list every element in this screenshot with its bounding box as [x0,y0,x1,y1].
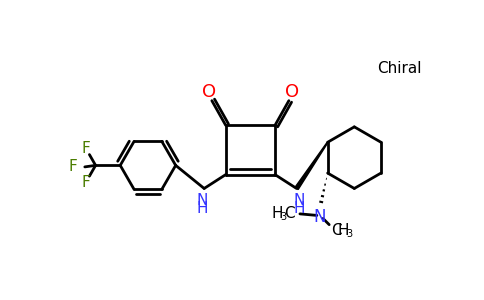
Text: F: F [82,141,91,156]
Polygon shape [295,142,328,190]
Text: H: H [196,201,208,216]
Text: H: H [293,201,304,216]
Text: 3: 3 [346,229,352,239]
Text: C: C [284,206,294,221]
Text: H: H [271,206,283,221]
Text: Chiral: Chiral [378,61,422,76]
Text: 3: 3 [280,212,286,222]
Text: C: C [332,223,342,238]
Text: H: H [337,223,349,238]
Text: O: O [285,83,299,101]
Text: N: N [314,208,326,226]
Text: O: O [202,83,216,101]
Text: N: N [196,193,208,208]
Text: F: F [68,159,77,174]
Text: N: N [293,193,304,208]
Text: F: F [82,175,91,190]
